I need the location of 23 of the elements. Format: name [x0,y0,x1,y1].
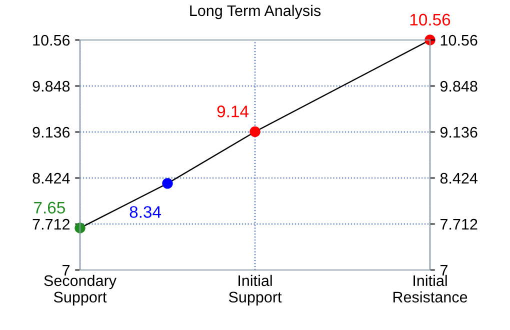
y-tick-label: 10.56 [33,34,70,46]
y-tick-label: 9.136 [32,126,70,138]
point [74,222,86,234]
y-tick-label: 7.712 [32,218,70,230]
data-label: 9.14 [217,106,249,118]
y2-tick-label: 9.136 [440,126,478,138]
y2-tick-label: 7 [440,265,448,276]
y2-tick-label: 8.424 [440,172,478,184]
y2-tick-label: 9.848 [440,80,478,92]
y-tick-label: 7 [62,265,70,276]
x-tick-label: Initial Support [228,274,282,306]
data-label: 7.65 [34,202,65,214]
data-label: 8.34 [130,206,162,218]
y-tick-label: 9.848 [32,80,70,92]
y2-tick-label: 10.56 [440,34,478,46]
x-tick-label: Initial Resistance [393,274,468,303]
x-tick-label: Secondary Support [44,274,116,306]
point [250,126,260,138]
chart-title: Long Term Analysis [190,4,321,20]
y2-tick-label: 7.712 [440,218,478,230]
point [162,178,173,189]
y-tick-label: 8.424 [32,172,70,184]
data-label: 10.56 [410,14,450,26]
